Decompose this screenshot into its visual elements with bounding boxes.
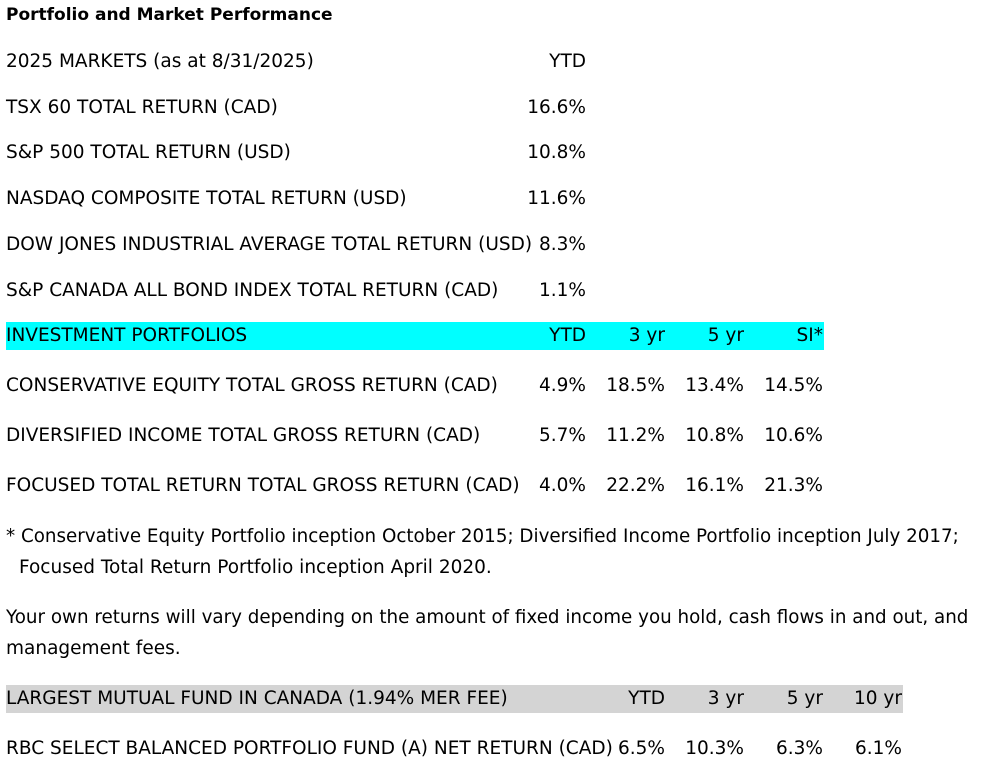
- disclaimer-line-2: management fees.: [6, 638, 181, 659]
- mutual-fund-header-band: [6, 685, 903, 713]
- portfolio-row-3yr: 18.5%: [606, 375, 665, 396]
- markets-header-ytd: YTD: [549, 51, 586, 72]
- portfolio-row-ytd: 4.0%: [539, 475, 586, 496]
- portfolios-header-5yr: 5 yr: [707, 325, 744, 346]
- mutual-fund-header-3yr: 3 yr: [707, 688, 744, 709]
- footnote-line-2: Focused Total Return Portfolio inception…: [19, 557, 492, 578]
- market-row-label: S&P 500 TOTAL RETURN (USD): [6, 142, 291, 163]
- markets-header-label: 2025 MARKETS (as at 8/31/2025): [6, 51, 314, 72]
- page-title: Portfolio and Market Performance: [6, 5, 333, 25]
- portfolio-row-5yr: 13.4%: [685, 375, 744, 396]
- portfolio-row-3yr: 11.2%: [606, 425, 665, 446]
- portfolio-row-label: FOCUSED TOTAL RETURN TOTAL GROSS RETURN …: [6, 475, 520, 496]
- portfolio-row-ytd: 4.9%: [539, 375, 586, 396]
- portfolio-row-3yr: 22.2%: [606, 475, 665, 496]
- market-row-label: NASDAQ COMPOSITE TOTAL RETURN (USD): [6, 188, 407, 209]
- portfolio-row-ytd: 5.7%: [539, 425, 586, 446]
- mutual-fund-row-10yr: 6.1%: [855, 738, 902, 759]
- portfolios-header-si: SI*: [796, 325, 823, 346]
- portfolios-header-ytd: YTD: [549, 325, 586, 346]
- portfolio-row-si: 14.5%: [764, 375, 823, 396]
- mutual-fund-row-5yr: 6.3%: [776, 738, 823, 759]
- mutual-fund-row-ytd: 6.5%: [618, 738, 665, 759]
- portfolio-row-si: 10.6%: [764, 425, 823, 446]
- mutual-fund-header-5yr: 5 yr: [786, 688, 823, 709]
- market-row-ytd: 11.6%: [527, 188, 586, 209]
- mutual-fund-row-3yr: 10.3%: [685, 738, 744, 759]
- mutual-fund-row-label: RBC SELECT BALANCED PORTFOLIO FUND (A) N…: [6, 738, 613, 759]
- market-row-ytd: 8.3%: [539, 234, 586, 255]
- portfolio-row-5yr: 10.8%: [685, 425, 744, 446]
- market-row-ytd: 10.8%: [527, 142, 586, 163]
- portfolios-header-band: [6, 322, 824, 350]
- disclaimer-line-1: Your own returns will vary depending on …: [6, 607, 969, 628]
- market-row-label: DOW JONES INDUSTRIAL AVERAGE TOTAL RETUR…: [6, 234, 533, 255]
- market-row-ytd: 1.1%: [539, 280, 586, 301]
- portfolio-row-si: 21.3%: [764, 475, 823, 496]
- market-row-label: TSX 60 TOTAL RETURN (CAD): [6, 97, 278, 118]
- portfolios-header-3yr: 3 yr: [628, 325, 665, 346]
- mutual-fund-header-10yr: 10 yr: [854, 688, 902, 709]
- portfolio-row-5yr: 16.1%: [685, 475, 744, 496]
- mutual-fund-header-ytd: YTD: [628, 688, 665, 709]
- portfolios-header-label: INVESTMENT PORTFOLIOS: [6, 325, 248, 346]
- portfolio-row-label: CONSERVATIVE EQUITY TOTAL GROSS RETURN (…: [6, 375, 498, 396]
- portfolio-row-label: DIVERSIFIED INCOME TOTAL GROSS RETURN (C…: [6, 425, 481, 446]
- footnote-line-1: * Conservative Equity Portfolio inceptio…: [6, 526, 959, 547]
- mutual-fund-header-label: LARGEST MUTUAL FUND IN CANADA (1.94% MER…: [6, 688, 508, 709]
- market-row-label: S&P CANADA ALL BOND INDEX TOTAL RETURN (…: [6, 280, 499, 301]
- market-row-ytd: 16.6%: [527, 97, 586, 118]
